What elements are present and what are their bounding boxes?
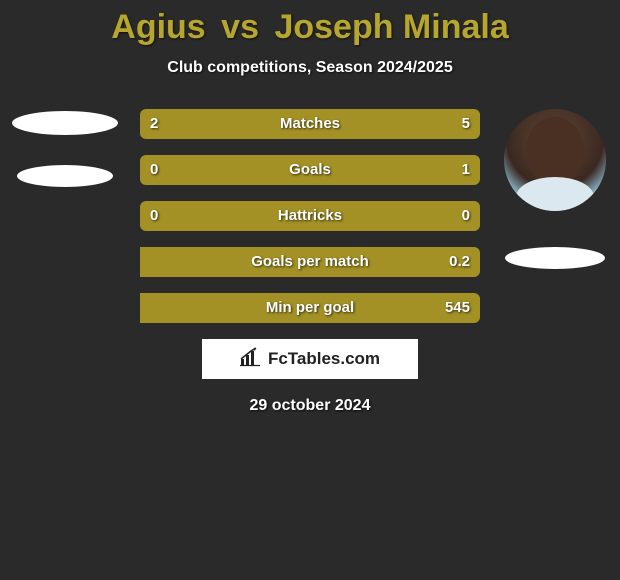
stat-label: Matches: [140, 109, 480, 139]
stat-label: Hattricks: [140, 201, 480, 231]
stat-label: Goals: [140, 155, 480, 185]
stat-row: Goals per match0.2: [140, 247, 480, 277]
stat-row: Hattricks0 0: [140, 201, 480, 231]
player1-avatar-placeholder: [12, 111, 118, 135]
stat-bars: Matches25Goals01Hattricks00Goals per mat…: [140, 109, 480, 323]
stat-value-right: 0.2: [449, 247, 470, 277]
player1-name-placeholder: [17, 165, 113, 187]
title-player1: Agius: [111, 8, 205, 46]
stat-row: Matches2 5: [140, 109, 480, 139]
stat-value-right: 0: [462, 201, 470, 231]
player2-column: [490, 109, 620, 269]
player2-name-placeholder: [505, 247, 605, 269]
stat-row: Goals0 1: [140, 155, 480, 185]
stat-label: Min per goal: [140, 293, 480, 323]
stat-value-right: 5: [462, 109, 470, 139]
site-badge-text: FcTables.com: [268, 349, 380, 369]
date-text: 29 october 2024: [0, 397, 620, 415]
stat-value-left: 0: [150, 201, 158, 231]
stat-value-left: 0: [150, 155, 158, 185]
stat-row: Min per goal545: [140, 293, 480, 323]
player1-column: [0, 109, 130, 187]
stat-label: Goals per match: [140, 247, 480, 277]
chart-icon: [240, 347, 262, 372]
page-title: Agius vs Joseph Minala: [0, 0, 620, 47]
comparison-panel: Matches25Goals01Hattricks00Goals per mat…: [0, 109, 620, 323]
player2-avatar: [504, 109, 606, 211]
stat-value-right: 545: [445, 293, 470, 323]
site-badge: FcTables.com: [202, 339, 418, 379]
stat-value-left: 2: [150, 109, 158, 139]
subtitle: Club competitions, Season 2024/2025: [0, 59, 620, 77]
title-vs: vs: [221, 8, 259, 46]
stat-value-right: 1: [462, 155, 470, 185]
title-player2: Joseph Minala: [274, 8, 508, 46]
